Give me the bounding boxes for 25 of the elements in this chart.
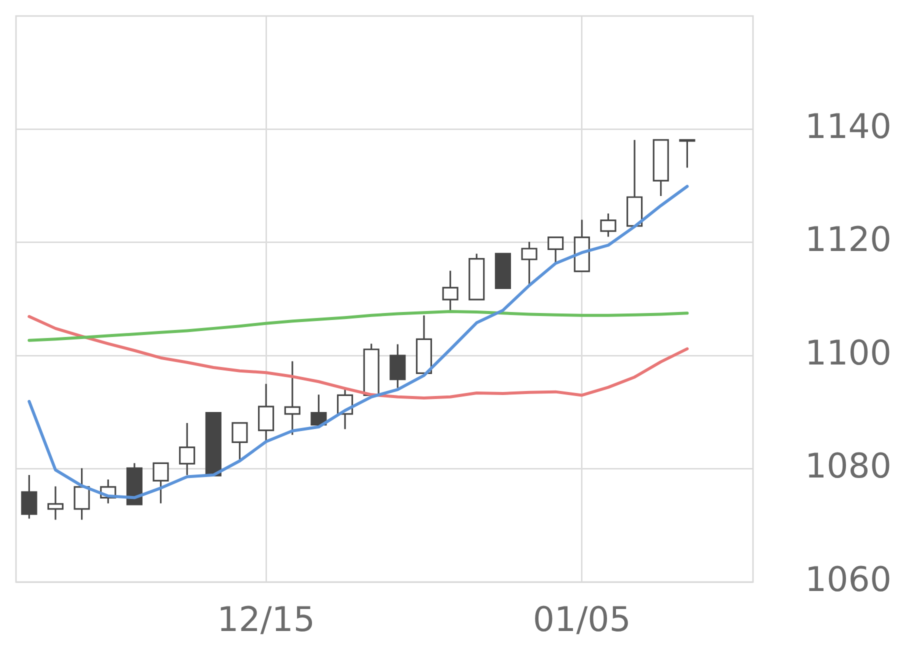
candlestick [21, 474, 38, 520]
candlestick [390, 343, 406, 389]
candlestick [548, 236, 564, 264]
candlestick [679, 139, 696, 168]
candlestick [626, 139, 643, 227]
candlestick [284, 360, 300, 436]
candlestick [179, 422, 196, 476]
candlestick [521, 241, 538, 286]
candlestick [47, 486, 64, 521]
candlestick [152, 462, 169, 504]
y-tick-label: 1120 [805, 220, 892, 260]
candlestick [652, 139, 669, 197]
y-tick-label: 1080 [805, 446, 892, 487]
candlestick [74, 467, 90, 521]
candlestick [574, 218, 590, 272]
x-tick-label: 12/15 [217, 600, 316, 640]
y-tick-label: 1140 [805, 107, 892, 148]
candlestick [232, 422, 248, 462]
y-tick-label: 1060 [805, 560, 892, 600]
y-tick-label: 1100 [805, 333, 892, 374]
candlestick [600, 212, 616, 238]
x-tick-label: 01/05 [532, 600, 631, 640]
candlestick [416, 314, 432, 374]
candlestick [442, 270, 458, 312]
candlestick [258, 383, 274, 442]
